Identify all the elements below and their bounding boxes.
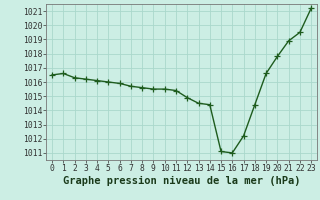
X-axis label: Graphe pression niveau de la mer (hPa): Graphe pression niveau de la mer (hPa) bbox=[63, 176, 300, 186]
